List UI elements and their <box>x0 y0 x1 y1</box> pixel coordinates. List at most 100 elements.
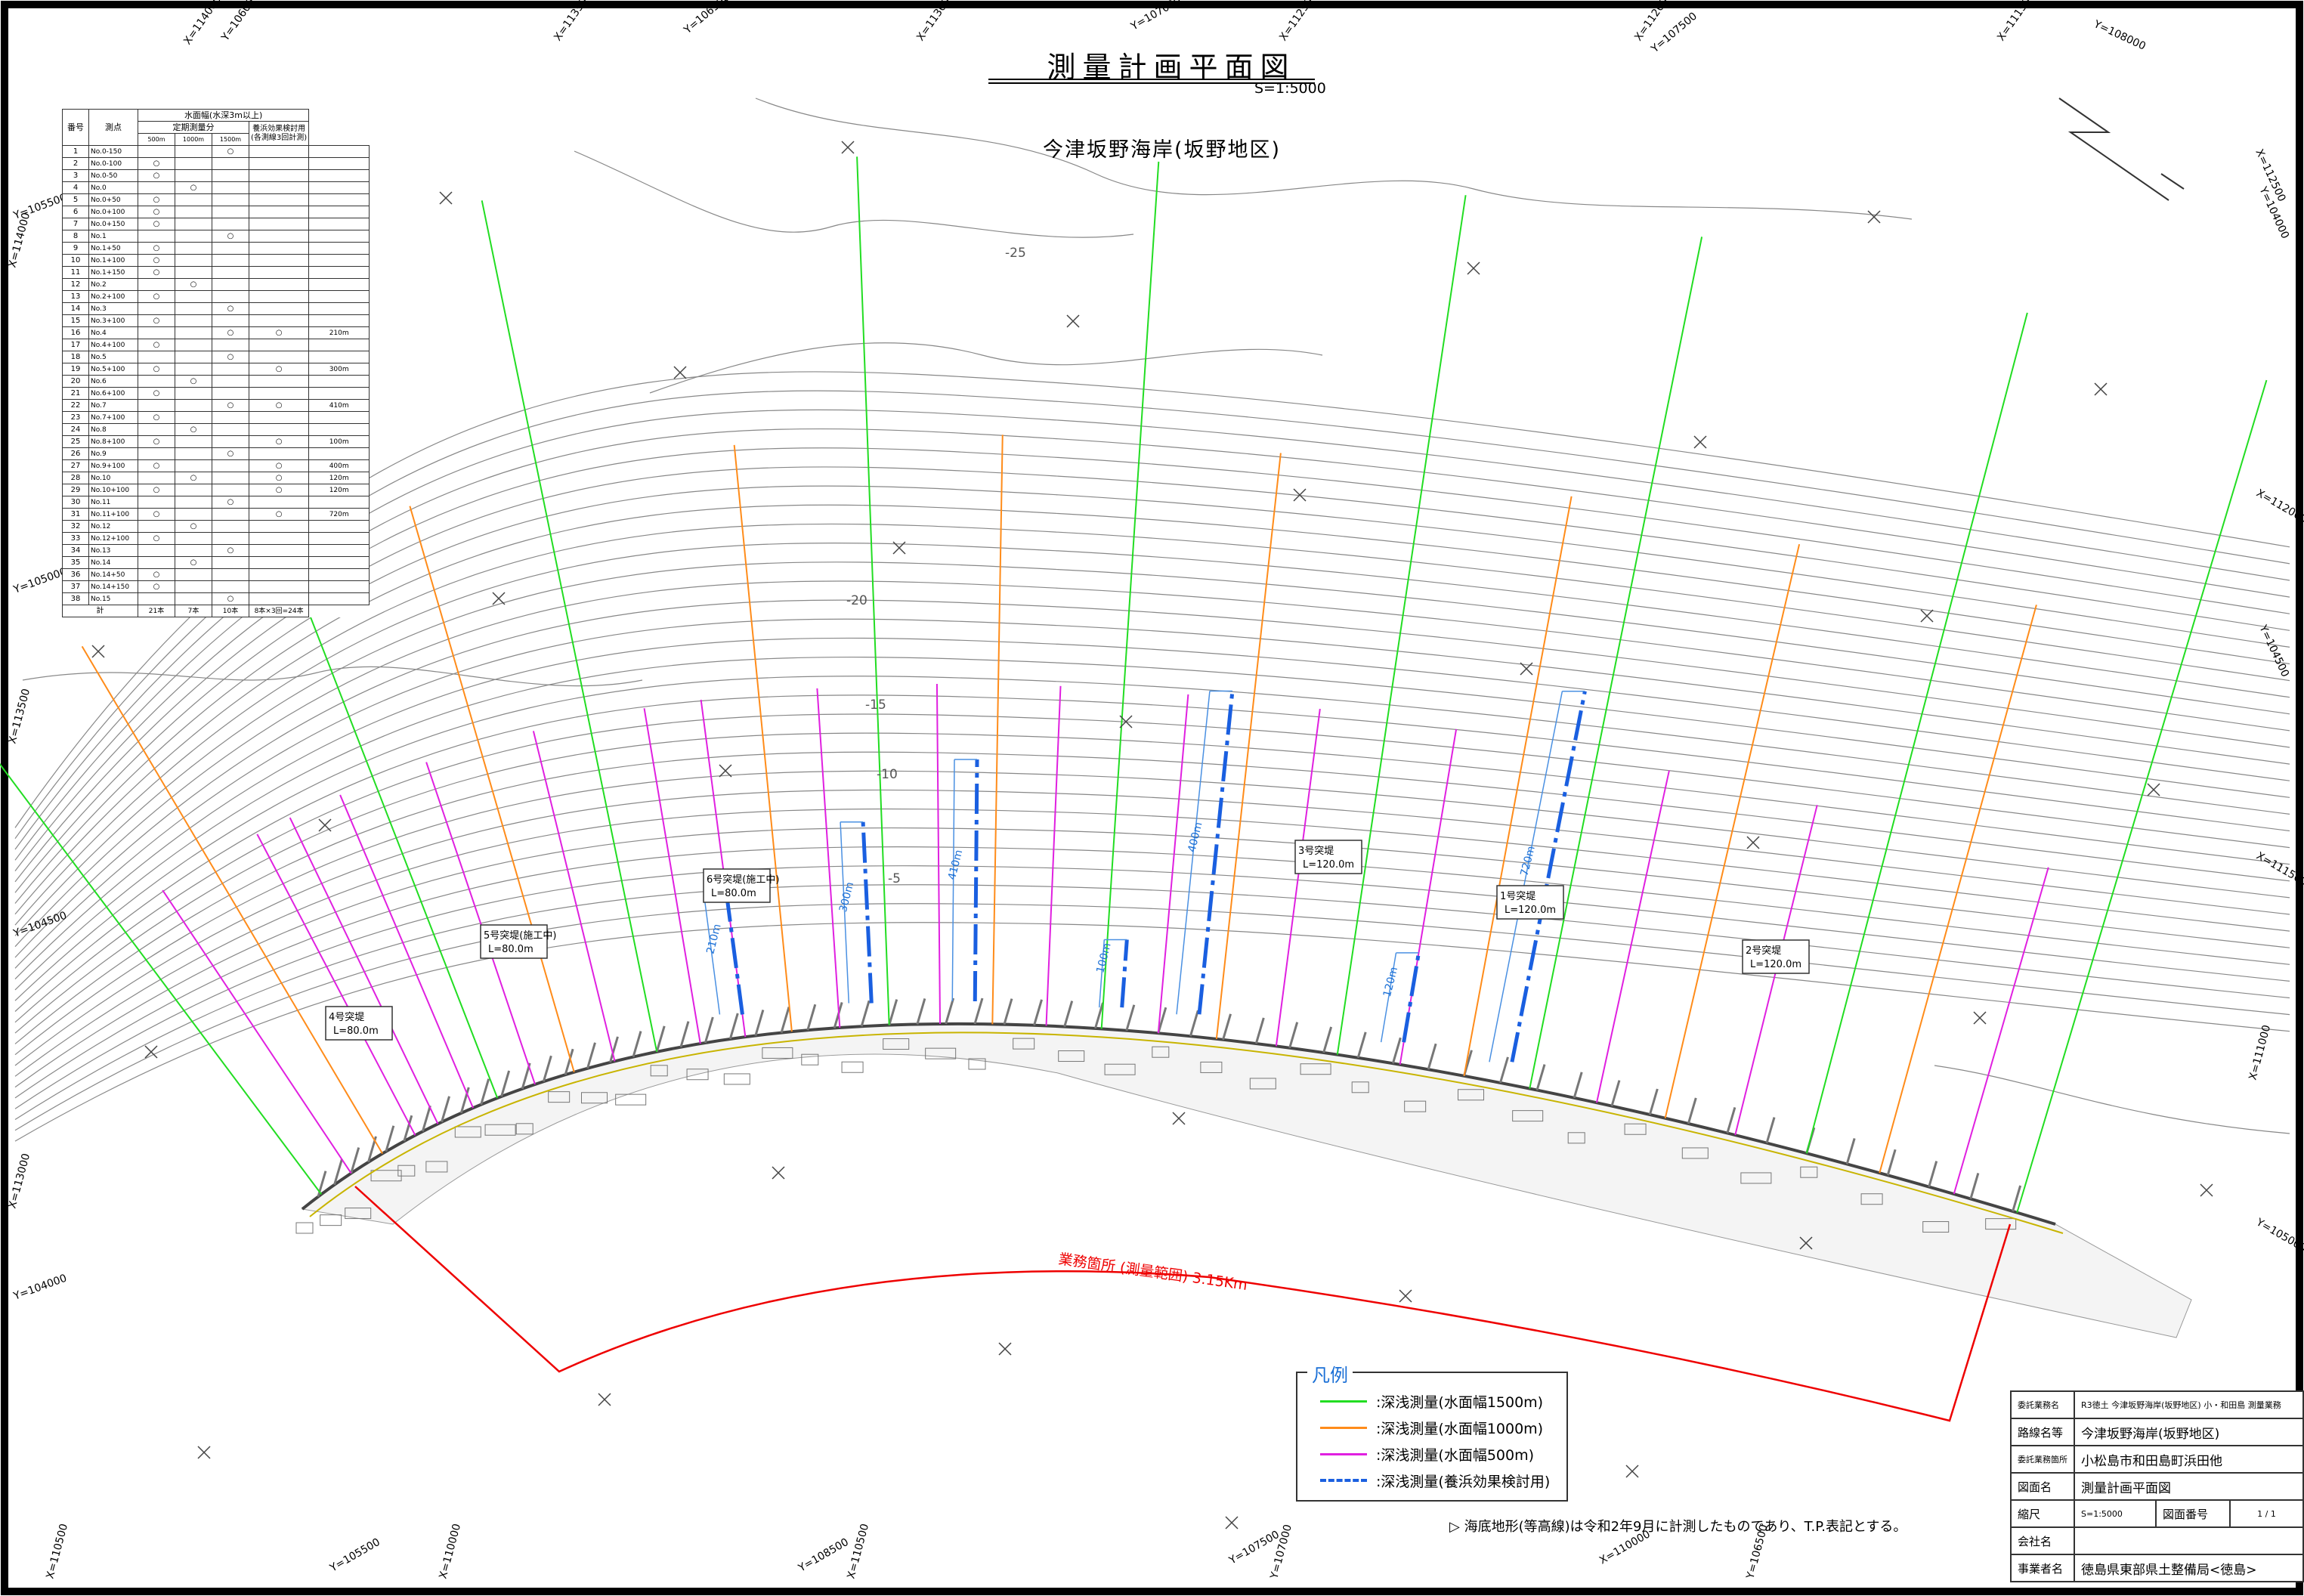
contour-line <box>14 618 2290 969</box>
contour-line <box>14 561 2290 936</box>
row-check-width-1500 <box>212 242 249 255</box>
row-check-width-500: ○ <box>138 411 175 424</box>
row-number: 10 <box>62 254 89 267</box>
row-check-width-1500 <box>212 169 249 182</box>
row-length <box>308 302 370 315</box>
total-1500: 10本 <box>212 605 249 617</box>
survey-line-m <box>1157 694 1189 1034</box>
grid-cross <box>1693 435 1707 449</box>
row-number: 9 <box>62 242 89 255</box>
row-check-width-500 <box>138 556 175 569</box>
survey-line-o <box>1664 543 1801 1118</box>
row-check-width-1000 <box>175 568 212 581</box>
row-number: 36 <box>62 568 89 581</box>
building-block <box>1300 1063 1331 1075</box>
legend-item-1000: :深浅測量(水面幅1000m) <box>1320 1416 1543 1439</box>
row-length <box>308 387 370 400</box>
row-length <box>308 218 370 230</box>
row-check-width-500: ○ <box>138 169 175 182</box>
row-length: 720m <box>308 508 370 521</box>
title-block-row: 図面名 測量計画平面図 <box>2010 1472 2304 1501</box>
survey-line-o <box>991 435 1004 1025</box>
row-number: 31 <box>62 508 89 521</box>
row-check-width-1500: ○ <box>212 302 249 315</box>
groyne-stub <box>609 1036 619 1063</box>
row-length <box>308 351 370 363</box>
row-check-width-1500 <box>212 508 249 521</box>
row-check-effect <box>248 339 310 351</box>
bathymetry-contours <box>14 97 2290 1142</box>
row-length <box>308 290 370 303</box>
survey-line-o <box>1215 453 1282 1039</box>
contour-line <box>14 676 2290 1001</box>
structure-box <box>325 1006 393 1041</box>
row-point: No.0+150 <box>88 218 138 230</box>
legend-item-500: :深浅測量(水面幅500m) <box>1320 1443 1534 1465</box>
row-number: 5 <box>62 193 89 206</box>
survey-line-o <box>733 444 793 1032</box>
row-check-effect <box>248 254 310 267</box>
row-check-width-500 <box>138 326 175 339</box>
row-point: No.1 <box>88 230 138 243</box>
groyne-stub <box>754 1010 765 1036</box>
table-row: 30 No.11 ○ <box>62 496 370 509</box>
row-check-effect <box>248 266 310 279</box>
contour-line <box>14 599 2290 958</box>
row-point: No.10 <box>88 472 138 484</box>
row-number: 20 <box>62 375 89 388</box>
grid-cross <box>1920 609 1934 623</box>
row-number: 18 <box>62 351 89 363</box>
structure-name: 5号突堤(施工中) <box>484 929 556 942</box>
row-check-width-500: ○ <box>138 339 175 351</box>
groyne-stub <box>1886 1149 1897 1176</box>
tb-value-sheet: 1 / 1 <box>2229 1499 2304 1528</box>
legend-label: :深浅測量(水面幅1500m) <box>1376 1393 1544 1411</box>
table-row: 13 No.2+100 ○ <box>62 290 370 303</box>
grid-cross <box>492 592 506 605</box>
survey-line-g <box>1529 237 1703 1089</box>
structure-length: L=120.0m <box>1750 959 1801 970</box>
row-check-width-500: ○ <box>138 314 175 327</box>
building-block <box>320 1214 342 1226</box>
area-subtitle: 今津坂野海岸(坂野地区) <box>1043 138 1282 162</box>
row-check-width-1500 <box>212 459 249 472</box>
row-check-effect <box>248 592 310 605</box>
groyne-stub <box>1189 1010 1199 1037</box>
survey-line-g <box>0 762 323 1195</box>
row-length <box>308 592 370 605</box>
survey-line-m <box>425 762 536 1085</box>
row-check-width-1500 <box>212 532 249 545</box>
contour-line <box>14 865 2290 1109</box>
row-check-width-500 <box>138 181 175 194</box>
title-underline <box>988 79 1315 84</box>
row-number: 32 <box>62 520 89 533</box>
legend-item-effect: :深浅測量(養浜効果検討用) <box>1320 1469 1550 1492</box>
row-number: 3 <box>62 169 89 182</box>
grid-cross <box>2147 783 2160 796</box>
row-check-effect: ○ <box>248 459 310 472</box>
row-check-width-1500 <box>212 411 249 424</box>
row-number: 12 <box>62 278 89 291</box>
row-check-effect <box>248 218 310 230</box>
tb-value-scale: S=1:5000 <box>2074 1499 2157 1528</box>
table-row: 34 No.13 ○ <box>62 544 370 557</box>
row-check-width-500 <box>138 447 175 460</box>
row-point: No.0+100 <box>88 206 138 218</box>
table-row: 4 No.0 ○ <box>62 181 370 194</box>
groyne-stub <box>1391 1037 1402 1064</box>
groyne-stub <box>1033 999 1043 1026</box>
legend-swatch-green <box>1320 1400 1367 1403</box>
nourishment-bound <box>1489 691 1563 1062</box>
row-number: 11 <box>62 266 89 279</box>
building-block <box>548 1091 571 1103</box>
table-row: 28 No.10 ○ ○ 120m <box>62 472 370 484</box>
groyne-stub <box>916 998 926 1025</box>
title-block: 委託業務名 R3徳土 今津坂野海岸(坂野地区) 小・和田島 測量業務 路線名等 … <box>2010 1390 2304 1582</box>
row-check-effect <box>248 496 310 509</box>
contour-depth-label: -10 <box>877 767 898 782</box>
structure-name: 1号突堤 <box>1500 890 1535 902</box>
row-check-width-500: ○ <box>138 242 175 255</box>
row-check-width-1000 <box>175 459 212 472</box>
nourishment-line <box>1402 952 1421 1043</box>
grid-cross <box>2200 1183 2213 1197</box>
